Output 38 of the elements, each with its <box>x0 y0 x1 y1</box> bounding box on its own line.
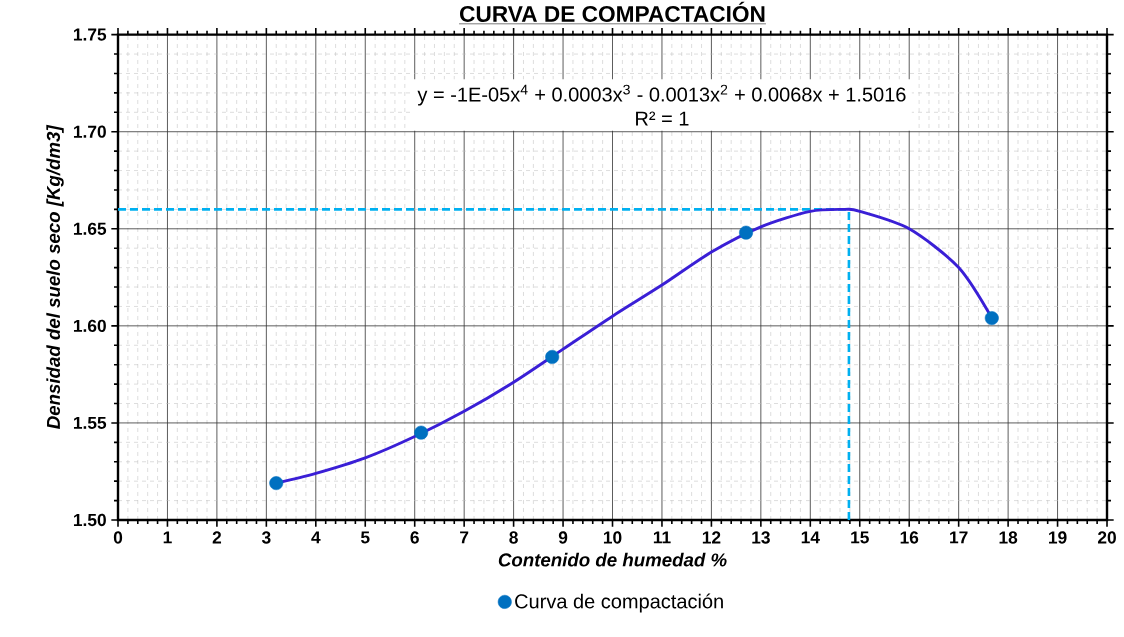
x-tick-label: 3 <box>261 531 271 544</box>
y-tick-label: 1.75 <box>73 28 107 41</box>
x-tick-label: 16 <box>900 531 919 544</box>
x-axis-title: Contenido de humedad % <box>498 552 727 567</box>
x-tick-label: 12 <box>702 531 721 544</box>
x-tick-label: 18 <box>999 531 1018 544</box>
y-tick-label: 1.60 <box>73 319 106 332</box>
x-tick-label: 7 <box>460 531 469 544</box>
x-tick-label: 13 <box>752 531 770 544</box>
y-tick-label: 1.65 <box>73 222 107 235</box>
y-tick-label: 1.55 <box>73 416 107 429</box>
x-tick-label: 4 <box>311 531 321 544</box>
point <box>984 311 999 325</box>
point <box>414 425 429 440</box>
x-tick-label: 11 <box>653 531 671 544</box>
x-tick-label: 6 <box>410 531 419 544</box>
point <box>269 476 284 490</box>
x-tick-label: 0 <box>113 531 123 544</box>
x-tick-label: 5 <box>360 531 370 544</box>
x-tick-label: 17 <box>950 531 968 544</box>
chart-title: CURVA DE COMPACTACIÓN <box>460 1 765 22</box>
annotation: R² = 1 <box>636 111 689 126</box>
y-tick-label: 1.70 <box>73 125 106 138</box>
x-tick-label: 20 <box>1097 531 1116 544</box>
x-tick-label: 2 <box>212 531 222 544</box>
x-tick-label: 1 <box>163 531 172 544</box>
annotation: y = -1E-05x$^{4}$ + 0.0003x$^{3}$ - 0.0013x$^{2}$ + 0.0068x + 1.5016 <box>417 84 906 106</box>
x-tick-label: 10 <box>603 531 622 544</box>
point <box>545 349 560 364</box>
legend-label: Curva de compactación <box>515 593 723 613</box>
y-axis-title: Densidad del suelo seco [Kg/dm3] <box>46 124 64 429</box>
x-tick-label: 8 <box>509 531 518 544</box>
point <box>739 225 753 240</box>
y-tick-label: 1.50 <box>73 513 106 526</box>
x-tick-label: 14 <box>801 531 820 544</box>
x-tick-label: 19 <box>1049 531 1067 544</box>
x-tick-label: 15 <box>851 531 869 544</box>
x-tick-label: 9 <box>558 531 568 544</box>
